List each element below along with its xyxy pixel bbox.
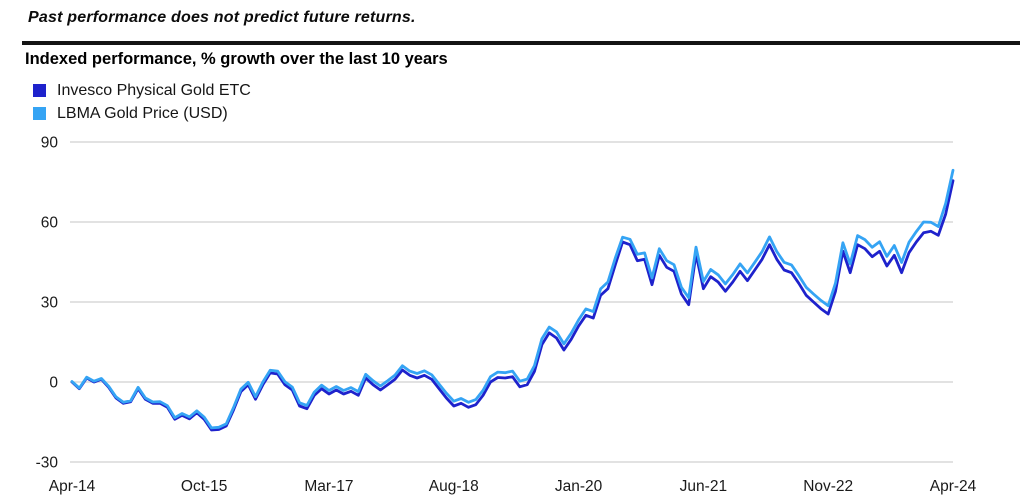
y-axis-tick-label: 60	[41, 215, 59, 232]
lbma-series-swatch	[33, 107, 46, 120]
y-axis-tick-label: -30	[36, 455, 59, 472]
series-line-lbma	[70, 168, 955, 430]
x-axis-tick-label: Nov-22	[803, 478, 853, 495]
divider-rule	[22, 41, 1020, 45]
past-performance-disclaimer: Past performance does not predict future…	[28, 9, 416, 26]
y-axis-tick-label: 0	[49, 375, 58, 392]
legend-item-lbma: LBMA Gold Price (USD)	[33, 102, 251, 125]
y-axis-tick-label: 30	[41, 295, 59, 312]
x-axis-tick-label: Jan-20	[555, 478, 603, 495]
series-line-invesco	[70, 179, 955, 432]
legend-label-lbma: LBMA Gold Price (USD)	[57, 104, 228, 122]
y-axis-tick-label: 90	[41, 135, 59, 152]
x-axis-tick-label: Aug-18	[429, 478, 479, 495]
x-axis-tick-label: Mar-17	[304, 478, 353, 495]
x-axis-tick-label: Apr-24	[930, 478, 977, 495]
x-axis-tick-label: Oct-15	[181, 478, 228, 495]
legend-label-invesco: Invesco Physical Gold ETC	[57, 81, 251, 99]
legend-item-invesco: Invesco Physical Gold ETC	[33, 79, 251, 102]
chart-title: Indexed performance, % growth over the l…	[25, 50, 448, 68]
x-axis-tick-label: Jun-21	[680, 478, 727, 495]
chart-legend: Invesco Physical Gold ETC LBMA Gold Pric…	[33, 79, 251, 125]
invesco-series-swatch	[33, 84, 46, 97]
x-axis-tick-label: Apr-14	[49, 478, 96, 495]
